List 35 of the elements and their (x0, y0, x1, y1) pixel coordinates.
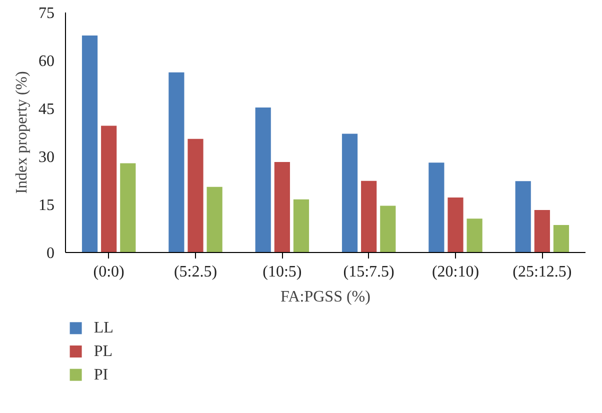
x-tick-label: (20:10) (432, 264, 480, 280)
legend-label: PL (94, 343, 112, 360)
bar (206, 186, 222, 252)
bar (101, 126, 117, 252)
bar (534, 210, 550, 252)
bar (428, 162, 444, 252)
bar (342, 134, 358, 252)
y-tick-label: 30 (38, 149, 54, 166)
y-tick-label: 15 (38, 197, 54, 214)
bar (293, 199, 310, 252)
bar (361, 180, 377, 252)
x-tick-label: (0:0) (93, 264, 124, 280)
bar (188, 138, 204, 252)
x-axis-title: FA:PGSS (%) (280, 288, 370, 306)
bar (466, 218, 482, 252)
y-axis-title: Index property (%) (14, 71, 30, 194)
x-tick-label: (10:5) (262, 264, 302, 280)
bar (120, 163, 136, 252)
legend-label: PI (94, 366, 108, 384)
bar (515, 181, 531, 252)
bar (255, 108, 271, 252)
x-tick-label: (15:7.5) (343, 264, 394, 280)
bar (82, 36, 98, 252)
bar (168, 72, 184, 252)
x-tick-label: (5:2.5) (174, 264, 218, 280)
legend-label: LL (94, 320, 114, 337)
y-tick-label: 60 (38, 53, 54, 70)
bar (448, 197, 464, 252)
y-tick-label: 0 (46, 245, 54, 262)
y-tick-label: 75 (38, 5, 54, 22)
bar (380, 206, 396, 252)
bar (274, 162, 290, 252)
y-tick-label: 45 (38, 101, 54, 118)
x-tick-label: (25:12.5) (512, 264, 572, 280)
bar (553, 224, 570, 252)
